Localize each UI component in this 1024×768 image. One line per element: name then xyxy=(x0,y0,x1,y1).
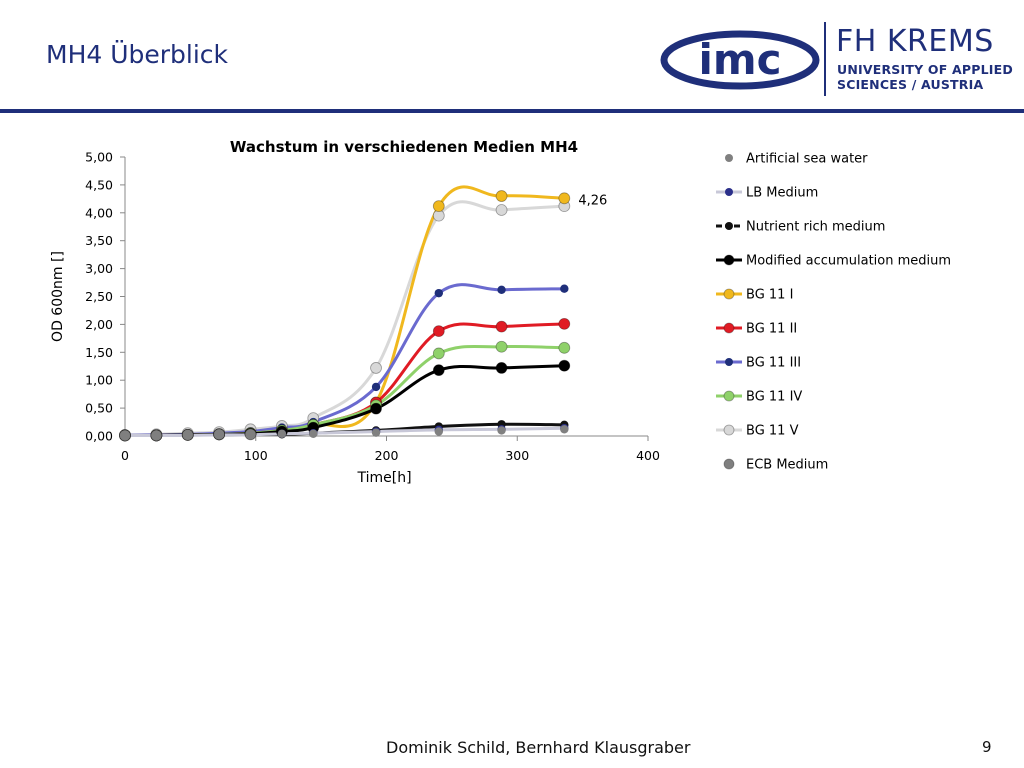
slide-title: MH4 Überblick xyxy=(46,40,229,69)
legend-marker-0 xyxy=(725,154,733,162)
logo-divider xyxy=(824,22,826,96)
data-point-6 xyxy=(434,288,443,298)
data-point-3 xyxy=(370,402,382,415)
data-point-0 xyxy=(309,429,318,438)
data-point-4 xyxy=(495,190,508,202)
legend-label: BG 11 I xyxy=(746,288,793,303)
legend-label: BG 11 V xyxy=(746,424,799,439)
data-point-6 xyxy=(371,382,381,392)
data-point-5 xyxy=(432,325,445,337)
y-tick-label: 3,50 xyxy=(85,233,113,248)
legend-label: BG 11 IV xyxy=(746,390,802,405)
data-point-7 xyxy=(432,347,445,360)
legend-marker-5 xyxy=(723,322,735,334)
legend-marker-7 xyxy=(723,390,735,402)
data-point-9 xyxy=(181,428,194,441)
y-tick-label: 4,50 xyxy=(85,177,113,192)
header-divider xyxy=(0,109,1024,113)
data-point-0 xyxy=(434,427,443,436)
x-tick-label: 0 xyxy=(121,448,129,463)
data-label-4-26: 4,26 xyxy=(578,193,607,208)
legend-marker-6 xyxy=(725,358,733,366)
x-tick-label: 200 xyxy=(375,448,399,463)
y-tick-label: 0,00 xyxy=(85,429,113,444)
legend-label: LB Medium xyxy=(746,186,818,201)
x-tick-label: 300 xyxy=(505,448,529,463)
data-point-9 xyxy=(213,428,226,441)
footer-authors: Dominik Schild, Bernhard Klausgraber xyxy=(386,738,691,757)
fh-subtitle-line1: UNIVERSITY OF APPLIED xyxy=(837,62,1013,77)
y-tick-label: 0,50 xyxy=(85,401,113,416)
series-line-8 xyxy=(123,200,566,437)
legend-marker-1 xyxy=(725,188,733,196)
data-point-0 xyxy=(497,426,506,435)
data-point-5 xyxy=(558,317,571,330)
y-tick-label: 3,00 xyxy=(85,261,113,276)
data-point-6 xyxy=(560,284,569,293)
imc-logo: imc xyxy=(660,30,820,90)
x-axis-label: Time[h] xyxy=(356,470,411,486)
legend-label: Artificial sea water xyxy=(746,152,868,167)
fh-krems-name: FH KREMS xyxy=(836,24,994,59)
data-point-0 xyxy=(277,429,287,438)
legend-label: Modified accumulation medium xyxy=(746,254,951,269)
data-point-5 xyxy=(495,320,508,333)
data-point-7 xyxy=(495,340,508,353)
data-point-3 xyxy=(495,362,508,374)
data-point-6 xyxy=(497,285,506,295)
legend-marker-9 xyxy=(723,458,735,470)
imc-logo-text: imc xyxy=(698,35,781,84)
data-point-8 xyxy=(495,204,508,216)
y-tick-label: 1,00 xyxy=(85,373,113,388)
legend-marker-8 xyxy=(723,424,735,436)
x-tick-label: 400 xyxy=(636,448,660,463)
data-point-8 xyxy=(370,362,382,374)
data-point-0 xyxy=(371,428,381,437)
chart-title: Wachstum in verschiedenen Medien MH4 xyxy=(230,138,578,156)
legend-marker-4 xyxy=(723,288,735,300)
legend-label: ECB Medium xyxy=(746,458,828,473)
data-point-0 xyxy=(560,425,569,434)
y-tick-label: 2,50 xyxy=(85,289,113,304)
fh-subtitle-line2: SCIENCES / AUSTRIA xyxy=(837,77,984,92)
legend-label: BG 11 III xyxy=(746,356,801,371)
data-point-9 xyxy=(150,429,163,442)
series-line-4 xyxy=(123,185,566,437)
data-point-9 xyxy=(244,428,257,441)
y-tick-label: 1,50 xyxy=(85,345,113,360)
series-line-6 xyxy=(123,283,566,437)
data-point-9 xyxy=(119,429,131,442)
y-tick-label: 2,00 xyxy=(85,317,113,332)
x-tick-label: 100 xyxy=(244,448,268,463)
legend-label: BG 11 II xyxy=(746,322,797,337)
data-point-3 xyxy=(558,359,571,372)
y-axis-label: OD 600nm [] xyxy=(50,251,66,342)
data-point-3 xyxy=(432,364,445,377)
data-point-7 xyxy=(558,341,571,354)
y-tick-label: 5,00 xyxy=(85,150,113,165)
data-point-4 xyxy=(432,200,445,213)
legend-label: Nutrient rich medium xyxy=(746,220,885,235)
legend-marker-2 xyxy=(725,222,733,230)
y-tick-label: 4,00 xyxy=(85,205,113,220)
page-number: 9 xyxy=(982,738,992,756)
legend-marker-3 xyxy=(723,254,735,266)
data-point-4 xyxy=(558,192,571,205)
